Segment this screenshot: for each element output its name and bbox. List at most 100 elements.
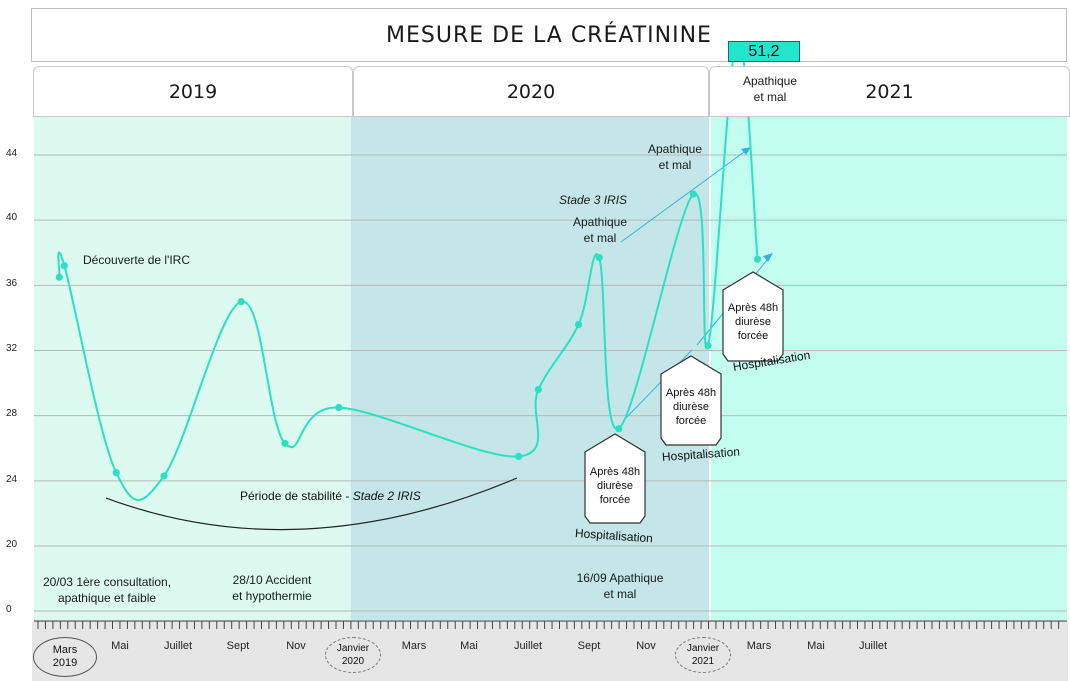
annotation-stade3: Stade 3 IRIS bbox=[559, 193, 628, 207]
y-tick-label: 32 bbox=[6, 343, 18, 354]
x-label-sept: Sept bbox=[577, 640, 601, 652]
diurese-line2: diurèse bbox=[734, 316, 772, 328]
apathique-3-line1: Apathique bbox=[742, 74, 798, 88]
diurese-text-1: Après 48h diurèse forcée bbox=[582, 465, 648, 507]
diurese-text-3: Après 48h diurèse forcée bbox=[720, 301, 786, 343]
year-tab-2020: 2020 bbox=[353, 66, 709, 117]
annotation-apathique-2: Apathique et mal bbox=[643, 141, 707, 173]
data-point bbox=[515, 452, 523, 460]
x-label-line: 2021 bbox=[691, 656, 715, 667]
hosp-box-1 bbox=[584, 433, 646, 524]
data-points bbox=[55, 34, 762, 480]
arrow-stade3 bbox=[620, 146, 752, 243]
apathique-1-line1: Apathique bbox=[572, 215, 628, 229]
y-tick-label: 24 bbox=[6, 474, 18, 485]
data-point bbox=[112, 469, 120, 477]
diurese-line3: forcée bbox=[599, 494, 631, 506]
event-20-03-line1: 20/03 1ère consultation, bbox=[42, 575, 172, 589]
x-label-juillet: Juillet bbox=[513, 640, 543, 652]
stabilite-prefix: Période de stabilité - bbox=[240, 489, 353, 503]
diurese-line1: Après 48h bbox=[665, 387, 717, 399]
data-point bbox=[60, 262, 68, 270]
hosp-box-2 bbox=[660, 355, 722, 446]
event-28-10-line1: 28/10 Accident bbox=[232, 573, 312, 587]
data-point bbox=[595, 254, 603, 262]
x-axis-ticks bbox=[34, 620, 1067, 629]
apathique-1-line2: et mal bbox=[583, 231, 617, 245]
x-label-line: Janvier bbox=[686, 643, 720, 654]
y-tick-label: 20 bbox=[6, 539, 18, 550]
annotation-stabilite: Période de stabilité - Stade 2 IRIS bbox=[240, 489, 421, 503]
event-28-10: 28/10 Accident et hypothermie bbox=[212, 572, 332, 604]
chart-title-box: MESURE DE LA CRÉATININE bbox=[31, 8, 1067, 62]
y-tick-label: 44 bbox=[6, 148, 18, 159]
event-16-09-line2: et mal bbox=[603, 587, 637, 601]
event-28-10-line2: et hypothermie bbox=[232, 589, 312, 603]
x-label-line: 2019 bbox=[52, 657, 78, 669]
stabilite-stade: Stade 2 IRIS bbox=[352, 489, 421, 503]
x-label-line: 2020 bbox=[341, 656, 365, 667]
x-label-sept: Sept bbox=[226, 640, 250, 652]
band-2020 bbox=[351, 117, 709, 620]
x-label-mai: Mai bbox=[460, 640, 478, 652]
data-point bbox=[574, 320, 583, 329]
hosp-box-3 bbox=[722, 271, 784, 362]
diurese-line2: diurèse bbox=[596, 480, 634, 492]
chart-title: MESURE DE LA CRÉATININE bbox=[386, 22, 712, 48]
data-point bbox=[534, 386, 542, 394]
x-label-mai: Mai bbox=[111, 640, 129, 652]
band-2019 bbox=[34, 117, 351, 620]
x-label-mars: Mars bbox=[746, 640, 772, 652]
event-16-09-line1: 16/09 Apathique bbox=[576, 571, 664, 585]
data-point bbox=[335, 403, 343, 412]
y-tick-label: 40 bbox=[6, 212, 18, 223]
event-20-03-line2: apathique et faible bbox=[57, 591, 157, 605]
data-point bbox=[753, 255, 762, 263]
x-label-nov: Nov bbox=[286, 640, 306, 652]
x-label-mai: Mai bbox=[807, 640, 825, 652]
x-label-line: Janvier bbox=[336, 643, 370, 654]
event-20-03: 20/03 1ère consultation, apathique et fa… bbox=[32, 574, 182, 606]
event-16-09: 16/09 Apathique et mal bbox=[560, 570, 680, 602]
y-tick-label: 28 bbox=[6, 408, 18, 419]
y-tick-label: 0 bbox=[6, 604, 12, 615]
diurese-text-2: Après 48h diurèse forcée bbox=[658, 386, 724, 428]
arrowhead-hosp3 bbox=[763, 253, 773, 262]
x-axis-band bbox=[32, 621, 1068, 681]
annotation-apathique-3: Apathique et mal bbox=[738, 73, 802, 105]
x-label-juillet: Juillet bbox=[858, 640, 888, 652]
data-point bbox=[689, 190, 697, 198]
y-tick-label: 36 bbox=[6, 278, 18, 289]
gridlines bbox=[34, 154, 1067, 612]
apathique-3-line2: et mal bbox=[753, 90, 787, 104]
x-label-mars-2019: Mars 2019 bbox=[33, 637, 97, 677]
apathique-2-line2: et mal bbox=[658, 158, 692, 172]
year-tab-2019: 2019 bbox=[33, 66, 353, 117]
diurese-line2: diurèse bbox=[672, 401, 710, 413]
peak-value-badge: 51,2 bbox=[728, 41, 800, 62]
x-label-nov: Nov bbox=[636, 640, 656, 652]
diurese-line3: forcée bbox=[737, 330, 769, 342]
data-point bbox=[704, 342, 712, 350]
x-label-mars: Mars bbox=[401, 640, 427, 652]
x-label-janvier-2020: Janvier 2020 bbox=[325, 637, 381, 673]
data-point bbox=[160, 472, 168, 480]
apathique-2-line1: Apathique bbox=[647, 142, 703, 156]
data-point bbox=[237, 298, 245, 306]
stability-curve bbox=[105, 477, 518, 531]
diurese-line1: Après 48h bbox=[589, 466, 641, 478]
annotation-decouverte: Découverte de l'IRC bbox=[83, 253, 191, 267]
data-point bbox=[281, 439, 289, 447]
data-point bbox=[55, 273, 63, 281]
x-label-line: Mars bbox=[52, 644, 78, 656]
arrowhead-stade3 bbox=[741, 147, 751, 155]
diurese-line1: Après 48h bbox=[727, 302, 779, 314]
data-point bbox=[615, 425, 623, 433]
year-tab-2021: 2021 bbox=[709, 66, 1070, 117]
x-label-janvier-2021: Janvier 2021 bbox=[675, 637, 731, 673]
x-label-juillet: Juillet bbox=[163, 640, 193, 652]
annotation-apathique-1: Apathique et mal bbox=[568, 214, 632, 246]
diurese-line3: forcée bbox=[675, 415, 707, 427]
band-2021 bbox=[711, 117, 1067, 620]
